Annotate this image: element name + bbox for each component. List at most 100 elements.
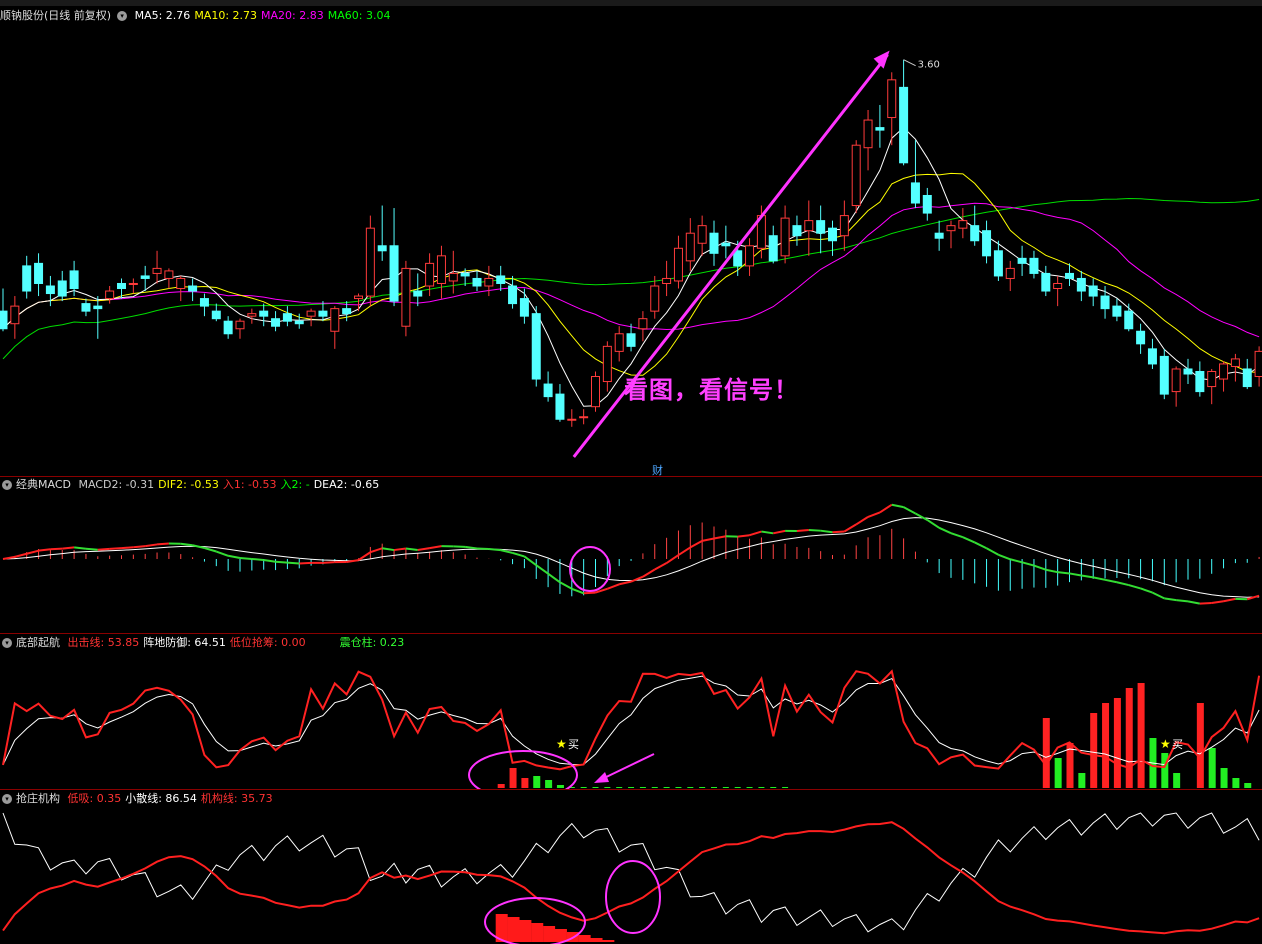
period-tab[interactable]: 更多 <box>335 0 353 1</box>
dif-segment <box>630 575 644 583</box>
low-grab-bar <box>1113 698 1121 788</box>
dif-segment <box>974 541 987 550</box>
highlight-circle <box>605 860 661 934</box>
candle-body <box>614 333 624 352</box>
highlight-circle <box>468 750 578 789</box>
highlight-circle <box>569 546 611 592</box>
dif-segment <box>962 536 976 544</box>
dif-segment <box>571 587 585 595</box>
candle-body <box>1065 272 1074 279</box>
dif-segment <box>879 503 893 514</box>
shakeout-bar <box>758 787 765 788</box>
candle-body <box>531 313 541 380</box>
period-tab[interactable]: 周线 <box>242 0 260 1</box>
candle-body <box>294 320 304 325</box>
dif-segment <box>145 543 158 548</box>
candle-body <box>377 245 387 252</box>
shakeout-bar <box>616 787 623 788</box>
candle-body <box>721 242 731 247</box>
dif-segment <box>85 547 98 551</box>
dif-segment <box>346 559 359 563</box>
candle-body <box>140 275 150 279</box>
candle-body <box>164 270 174 279</box>
pointer-arrow-head <box>594 772 609 783</box>
qzjg-chart[interactable] <box>0 790 1262 944</box>
low-grab-bar <box>1102 703 1110 788</box>
period-tab[interactable]: 多周期 <box>298 0 325 1</box>
dif-segment <box>1199 601 1212 605</box>
candle-body <box>342 308 352 315</box>
dif-segment <box>1176 599 1189 603</box>
low-buy-bar <box>554 929 567 942</box>
candle-body <box>271 318 281 327</box>
shakeout-bar <box>722 787 729 788</box>
period-tabs[interactable]: 分时 1分钟 5分钟 15分钟 30分钟 60分钟 日线 周线 月线 多周期 更多 <box>0 0 1262 6</box>
legend-value: 低位抢筹: 0.00 <box>229 636 306 649</box>
period-tab[interactable]: 日线 <box>214 0 232 1</box>
chevron-down-icon[interactable]: ▾ <box>2 480 12 490</box>
attack-line <box>2 669 1261 771</box>
dif-segment <box>287 561 300 565</box>
period-tab[interactable]: 5分钟 <box>62 0 86 1</box>
period-tab[interactable]: 分时 <box>0 0 18 1</box>
dbqh-pane: ▾ 底部起航 出击线: 53.85 阵地防御: 64.51 低位抢筹: 0.00 震仓柱… <box>0 634 1262 789</box>
highlight-circle <box>484 897 586 944</box>
candle-body <box>425 262 435 287</box>
peak-marker <box>903 59 916 67</box>
period-tab[interactable]: 月线 <box>270 0 288 1</box>
trend-arrow <box>572 53 889 458</box>
buy-star-icon: ★ <box>556 737 567 751</box>
legend-value: DIF2: -0.53 <box>158 478 219 491</box>
shakeout-bar <box>651 787 658 788</box>
period-tab[interactable]: 30分钟 <box>135 0 164 1</box>
candle-body <box>543 383 553 398</box>
dif-segment <box>14 552 27 558</box>
defense-line <box>2 675 1260 766</box>
macd-chart[interactable] <box>0 477 1262 632</box>
candle-body <box>709 232 719 254</box>
period-tab[interactable]: 60分钟 <box>174 0 203 1</box>
low-buy-bar <box>602 940 615 942</box>
dif-segment <box>204 547 217 553</box>
legend-value: 低吸: 0.35 <box>67 792 122 805</box>
cai-badge[interactable]: 财 <box>652 464 663 477</box>
dif-segment <box>606 583 620 590</box>
candle-body <box>1254 350 1262 378</box>
candle-body <box>484 277 494 287</box>
chevron-down-icon[interactable]: ▾ <box>2 794 12 804</box>
legend-value: 入1: -0.53 <box>222 478 277 491</box>
chevron-down-icon[interactable]: ▾ <box>2 638 12 648</box>
period-tab[interactable]: 1分钟 <box>28 0 52 1</box>
period-tab[interactable]: 15分钟 <box>95 0 124 1</box>
dif-segment <box>1081 574 1094 579</box>
dif-segment <box>1187 600 1201 605</box>
candlestick-chart[interactable]: 3.60 <box>0 6 1262 476</box>
dbqh-name: 底部起航 <box>16 636 60 649</box>
period-tab-row[interactable]: 分时 1分钟 5分钟 15分钟 30分钟 60分钟 日线 周线 月线 多周期 更多 <box>0 0 363 6</box>
qzjg-name: 抢庄机构 <box>16 792 60 805</box>
chevron-down-icon[interactable]: ▾ <box>117 11 128 21</box>
annotation-text: 看图，看信号！ <box>624 376 799 404</box>
low-buy-bar <box>495 914 508 942</box>
candle-body <box>1041 272 1051 292</box>
candle-body <box>448 272 458 282</box>
candle-body <box>638 318 648 330</box>
dif-segment <box>322 561 335 564</box>
dif-segment <box>393 547 407 552</box>
candle-body <box>472 277 482 287</box>
candle-body <box>1124 310 1134 330</box>
dif-segment <box>500 549 513 554</box>
candle-body <box>1219 363 1229 380</box>
shakeout-bar <box>1173 773 1181 788</box>
candle-body <box>993 250 1003 277</box>
dbqh-chart[interactable]: ★ 买 ★ 买 <box>0 634 1262 789</box>
stock-title: 顺钠股份(日线 前复权) <box>0 9 112 22</box>
dif-segment <box>914 512 928 521</box>
dif-segment <box>26 549 39 555</box>
shakeout-bar <box>687 787 694 788</box>
qzjg-legend: ▾ 抢庄机构 低吸: 0.35 小散线: 86.54 机构线: 35.73 <box>0 791 281 807</box>
dif-segment <box>559 581 573 590</box>
dif-segment <box>618 580 632 586</box>
dif-segment <box>986 547 999 556</box>
buy-star-icon: ★ <box>1160 737 1171 751</box>
